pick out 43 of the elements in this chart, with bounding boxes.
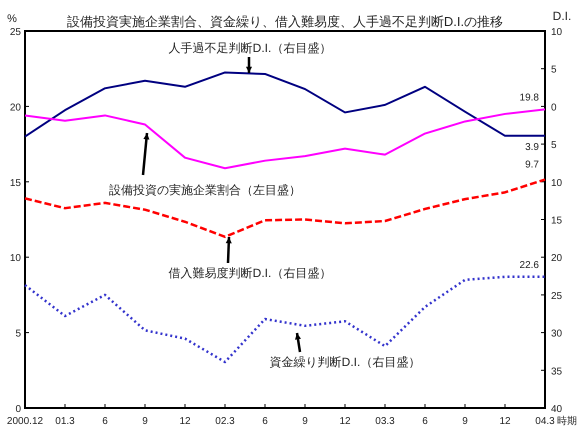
x-tick-label: 9 bbox=[142, 416, 148, 427]
text: 借入難易度判断D.I.（右目盛） bbox=[168, 266, 332, 280]
y2-tick-label: 0 bbox=[551, 102, 557, 114]
data-label: 19.8 bbox=[520, 92, 540, 104]
data-label: 22.6 bbox=[520, 260, 540, 271]
y2-tick-label: 25 bbox=[551, 290, 563, 302]
x-tick-label: 2000.12 bbox=[6, 416, 44, 427]
x-axis-title: 時期 bbox=[557, 415, 577, 427]
y2-axis-title: D.I. bbox=[552, 9, 572, 23]
y2-tick-label: 30 bbox=[551, 328, 563, 340]
x-tick-label: 9 bbox=[462, 416, 468, 427]
data-label: 9.7 bbox=[525, 160, 540, 171]
x-tick-label: 12 bbox=[179, 416, 191, 427]
y-tick-label: 10 bbox=[10, 253, 22, 264]
x-tick-label: 12 bbox=[499, 416, 511, 427]
x-tick-label: 6 bbox=[262, 416, 268, 427]
y-axis-title: % bbox=[7, 13, 18, 25]
y2-tick-label: 20 bbox=[551, 253, 563, 264]
y-tick-label: 15 bbox=[10, 178, 22, 189]
x-tick-label: 9 bbox=[302, 416, 308, 427]
y2-tick-label: 5 bbox=[551, 64, 557, 76]
y2-tick-label: 5 bbox=[551, 140, 557, 152]
y2-tick-label: 10 bbox=[551, 178, 563, 189]
chart-title: 設備投資実施企業割合、資金繰り、借入難易度、人手過不足判断D.I.の推移 bbox=[66, 14, 504, 29]
y-tick-label: 5 bbox=[15, 328, 22, 340]
text: 設備投資の実施企業割合（左目盛） bbox=[109, 183, 301, 197]
y2-tick-label: 15 bbox=[551, 216, 563, 226]
x-tick-label: 04.3 bbox=[535, 416, 556, 427]
y-tick-label: 25 bbox=[10, 27, 22, 38]
x-tick-label: 02.3 bbox=[215, 416, 236, 427]
y-tick-label: 0 bbox=[15, 404, 22, 415]
y2-tick-label: 40 bbox=[551, 404, 563, 415]
x-tick-label: 03.3 bbox=[375, 416, 396, 427]
text: 人手過不足判断D.I.（右目盛） bbox=[168, 41, 332, 55]
x-tick-label: 6 bbox=[102, 416, 108, 427]
text: 資金繰り判断D.I.（右目盛） bbox=[270, 355, 420, 369]
x-tick-label: 12 bbox=[339, 416, 351, 427]
y2-tick-label: 35 bbox=[551, 366, 563, 378]
data-label: 3.9 bbox=[525, 142, 540, 153]
x-tick-label: 01.3 bbox=[55, 416, 76, 427]
y2-tick-label: 10 bbox=[551, 27, 563, 38]
x-tick-label: 6 bbox=[422, 416, 428, 427]
y-tick-label: 20 bbox=[10, 102, 22, 114]
